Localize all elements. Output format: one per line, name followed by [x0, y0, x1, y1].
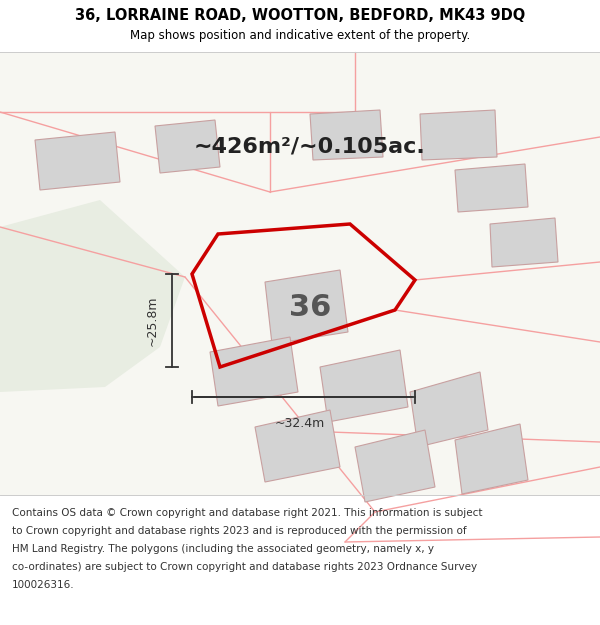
Text: 36, LORRAINE ROAD, WOOTTON, BEDFORD, MK43 9DQ: 36, LORRAINE ROAD, WOOTTON, BEDFORD, MK4…	[75, 9, 525, 24]
Text: Contains OS data © Crown copyright and database right 2021. This information is : Contains OS data © Crown copyright and d…	[12, 508, 482, 518]
Bar	[0, 52, 600, 495]
Polygon shape	[310, 110, 383, 160]
Text: HM Land Registry. The polygons (including the associated geometry, namely x, y: HM Land Registry. The polygons (includin…	[12, 544, 434, 554]
Polygon shape	[420, 110, 497, 160]
Text: co-ordinates) are subject to Crown copyright and database rights 2023 Ordnance S: co-ordinates) are subject to Crown copyr…	[12, 562, 477, 572]
Polygon shape	[455, 424, 528, 494]
Polygon shape	[355, 430, 435, 502]
Text: to Crown copyright and database rights 2023 and is reproduced with the permissio: to Crown copyright and database rights 2…	[12, 526, 467, 536]
Text: Map shows position and indicative extent of the property.: Map shows position and indicative extent…	[130, 29, 470, 42]
Polygon shape	[255, 410, 340, 482]
Polygon shape	[155, 120, 220, 173]
Polygon shape	[210, 337, 298, 406]
Text: 100026316.: 100026316.	[12, 580, 74, 590]
Polygon shape	[265, 270, 348, 344]
Text: ~32.4m: ~32.4m	[275, 417, 325, 430]
Polygon shape	[455, 164, 528, 212]
Text: ~25.8m: ~25.8m	[146, 295, 158, 346]
Text: ~426m²/~0.105ac.: ~426m²/~0.105ac.	[194, 137, 426, 157]
Polygon shape	[410, 372, 488, 447]
Polygon shape	[490, 218, 558, 267]
Polygon shape	[0, 200, 185, 392]
Polygon shape	[320, 350, 408, 422]
Polygon shape	[35, 132, 120, 190]
Text: 36: 36	[289, 292, 331, 321]
